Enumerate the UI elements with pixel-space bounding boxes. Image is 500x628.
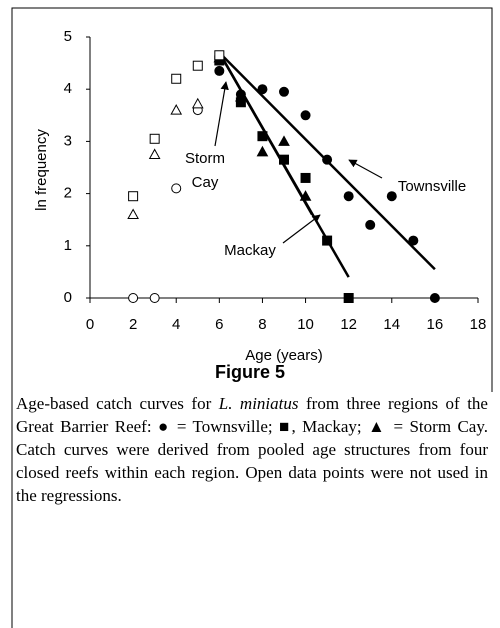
y-tick-label: 3 [64,132,72,149]
point [171,73,182,84]
caption-text: from three regions of the Great Barrier … [16,394,488,505]
point [191,97,204,109]
point [279,86,289,97]
annotation: Storm [185,150,225,167]
x-tick-label: 16 [427,316,444,333]
point [300,110,311,121]
caption-text: Age-based catch curves for [16,394,219,413]
frame [11,7,493,628]
point [279,154,289,165]
y-tick-label: 2 [64,185,72,202]
point [149,293,160,303]
point [214,65,225,76]
caption: Age-based catch curves for L. miniatus f… [16,392,488,507]
figure-label: Figure 5 [214,362,285,382]
x-tick-label: 18 [470,316,487,333]
y-tick-label: 5 [64,28,72,45]
point [365,219,376,230]
y-tick-label: 4 [64,80,72,97]
point [257,84,268,95]
point [343,191,354,202]
point [429,293,440,303]
annotation: Cay [192,174,219,191]
point [256,145,269,157]
annotation-arrow [348,159,383,179]
point [148,148,161,159]
point [343,293,354,303]
point [235,91,247,102]
point [170,104,183,115]
point [149,133,160,144]
x-tick-label: 8 [258,316,266,333]
point [322,154,333,165]
x-axis-label: Age (years) [245,347,323,364]
x-tick-label: 0 [86,316,94,333]
x-tick-label: 10 [297,316,314,333]
annotation: Townsville [398,178,466,195]
point [299,190,312,201]
point [408,235,419,246]
point [386,191,397,202]
point [128,191,139,202]
point [171,183,182,194]
point [278,135,290,146]
y-axis-label: ln frequency [33,129,50,211]
point [300,172,311,183]
y-tick-label: 1 [64,237,72,254]
y-tick-label: 0 [64,289,72,306]
point [128,293,139,303]
point [192,60,203,71]
point [322,235,333,246]
annotation: Mackay [224,242,276,259]
x-tick-label: 12 [340,316,357,333]
point [257,131,268,142]
x-tick-label: 2 [129,316,137,333]
x-tick-label: 4 [172,316,180,333]
point [127,208,139,219]
x-tick-label: 6 [215,316,223,333]
caption-species: L. miniatus [218,394,299,413]
point [214,50,225,61]
x-tick-label: 14 [383,316,400,333]
annotation-arrow [214,81,229,147]
annotation-arrow [282,214,321,244]
